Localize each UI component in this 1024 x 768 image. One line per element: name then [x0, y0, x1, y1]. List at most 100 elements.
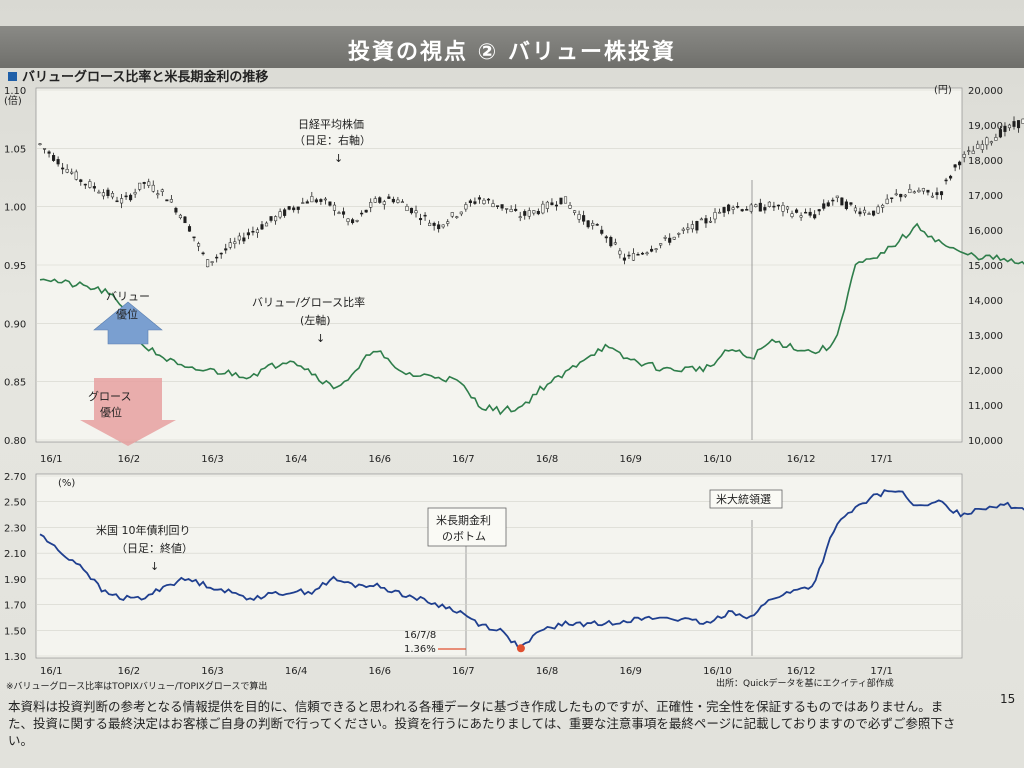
nikkei-candle	[930, 195, 935, 198]
nikkei-candle	[505, 208, 509, 210]
nikkei-candle	[151, 184, 155, 192]
source-note: 出所：Quickデータを基にエクイティ部作成	[716, 679, 894, 689]
nikkei-candle	[500, 204, 504, 209]
nikkei-candle	[210, 261, 214, 263]
nikkei-candle	[645, 252, 649, 255]
nikkei-candle	[704, 218, 708, 224]
nikkei-candle	[532, 210, 536, 214]
chart2-x-tick-label: 16/3	[201, 666, 223, 677]
nikkei-candle	[745, 208, 749, 211]
nikkei-candle	[314, 199, 318, 203]
nikkei-candle	[749, 204, 753, 212]
nikkei-candle	[110, 193, 115, 198]
nikkei-candle	[477, 197, 481, 200]
nikkei-candle	[962, 154, 966, 158]
nikkei-candle	[650, 248, 654, 252]
nikkei-candle	[215, 256, 219, 259]
chart2-x-tick-label: 16/1	[40, 666, 62, 677]
nikkei-candle	[301, 202, 305, 204]
nikkei-candle	[949, 175, 953, 179]
nikkei-candle	[129, 194, 133, 201]
nikkei-candle	[1007, 124, 1012, 129]
nikkei-candle	[514, 208, 518, 211]
chart1-marks	[38, 116, 1024, 416]
chart2-left-axis-label: (%)	[58, 478, 75, 489]
ratio-series-line	[39, 222, 1024, 416]
nikkei-candle	[708, 220, 713, 223]
yield-annotation-2: （日足：終値）	[116, 541, 193, 555]
nikkei-candle	[482, 199, 486, 204]
nikkei-candle	[781, 205, 785, 212]
nikkei-candle	[192, 236, 196, 239]
nikkei-candle	[74, 171, 78, 180]
nikkei-candle	[341, 211, 346, 215]
chart1-x-tick-label: 16/6	[369, 454, 391, 465]
nikkei-candle	[450, 212, 454, 217]
chart1-right-tick-label: 13,000	[968, 331, 1003, 342]
nikkei-candle	[722, 207, 726, 213]
nikkei-candle	[260, 224, 264, 230]
nikkei-candle	[613, 242, 617, 245]
nikkei-candle	[255, 229, 260, 233]
ratio-annotation-2: (左軸)	[300, 313, 331, 327]
nikkei-candle	[862, 209, 867, 214]
nikkei-candle	[545, 201, 549, 209]
page-title: 投資の視点 ② バリュー株投資	[348, 40, 676, 65]
nikkei-candle	[659, 243, 663, 246]
chart1-left-tick-label: 1.05	[4, 144, 26, 155]
chart1-x-tick-label: 16/3	[201, 454, 223, 465]
nikkei-candle	[305, 201, 309, 204]
nikkei-candle	[695, 221, 699, 231]
nikkei-candle	[958, 161, 962, 166]
section-title: バリューグロース比率と米長期金利の推移	[8, 66, 268, 85]
chart2-x-tick-label: 16/6	[369, 666, 391, 677]
nikkei-candle	[346, 218, 350, 222]
chart1-x-tick-label: 16/10	[703, 454, 732, 465]
nikkei-candle	[187, 226, 192, 232]
nikkei-candle	[912, 191, 916, 194]
nikkei-candle	[133, 192, 137, 195]
chart2-marks	[39, 489, 1024, 653]
election-callout-text: 米大統領選	[716, 492, 771, 506]
nikkei-candle	[101, 192, 105, 197]
nikkei-candle	[405, 206, 409, 211]
nikkei-candle	[908, 188, 912, 194]
bottom-callout-text: 米長期金利	[436, 513, 491, 527]
nikkei-candle	[56, 159, 60, 165]
nikkei-candle	[790, 213, 794, 217]
chart2-x-ticks: 16/1 16/2 16/3 16/4 16/6 16/7 16/8 16/9 16/10 16/…	[40, 666, 893, 677]
nikkei-candle	[473, 201, 477, 204]
chart2-left-tick-label: 1.90	[4, 575, 26, 586]
nikkei-candle	[83, 183, 87, 186]
nikkei-candle	[61, 167, 65, 170]
nikkei-candle	[563, 196, 568, 204]
nikkei-candle	[455, 216, 459, 218]
nikkei-candle	[1021, 118, 1024, 124]
nikkei-annotation-2: （日足：右軸）	[294, 133, 371, 147]
nikkei-candle	[550, 202, 554, 206]
nikkei-candle	[246, 232, 250, 236]
nikkei-candle	[364, 209, 368, 213]
nikkei-candle	[174, 207, 178, 213]
nikkei-candle	[976, 143, 980, 149]
nikkei-candle	[1016, 120, 1021, 129]
nikkei-candle	[423, 214, 427, 217]
nikkei-candle	[382, 201, 386, 205]
nikkei-candle	[97, 191, 101, 194]
disclaimer: 本資料は投資判断の参考となる情報提供を目的に、信頼できると思われる各種データに基…	[8, 699, 956, 748]
chart1-x-tick-label: 17/1	[870, 454, 892, 465]
nikkei-candle	[391, 198, 395, 203]
election-callout-box	[709, 489, 783, 509]
nikkei-candle	[885, 198, 889, 204]
nikkei-candle	[654, 248, 658, 250]
nikkei-candle	[38, 143, 42, 145]
nikkei-candle	[283, 209, 287, 216]
nikkei-candle	[758, 202, 762, 212]
nikkei-candle	[355, 220, 359, 222]
nikkei-candle	[418, 218, 423, 221]
nikkei-candle	[985, 137, 989, 146]
nikkei-candle	[763, 207, 767, 211]
yield-annotation: 米国 10年債利回り	[96, 523, 191, 537]
footnote: ※バリューグロース比率はTOPIXバリュー/TOPIXグロースで算出	[6, 682, 268, 692]
chart1-x-tick-label: 16/8	[536, 454, 558, 465]
